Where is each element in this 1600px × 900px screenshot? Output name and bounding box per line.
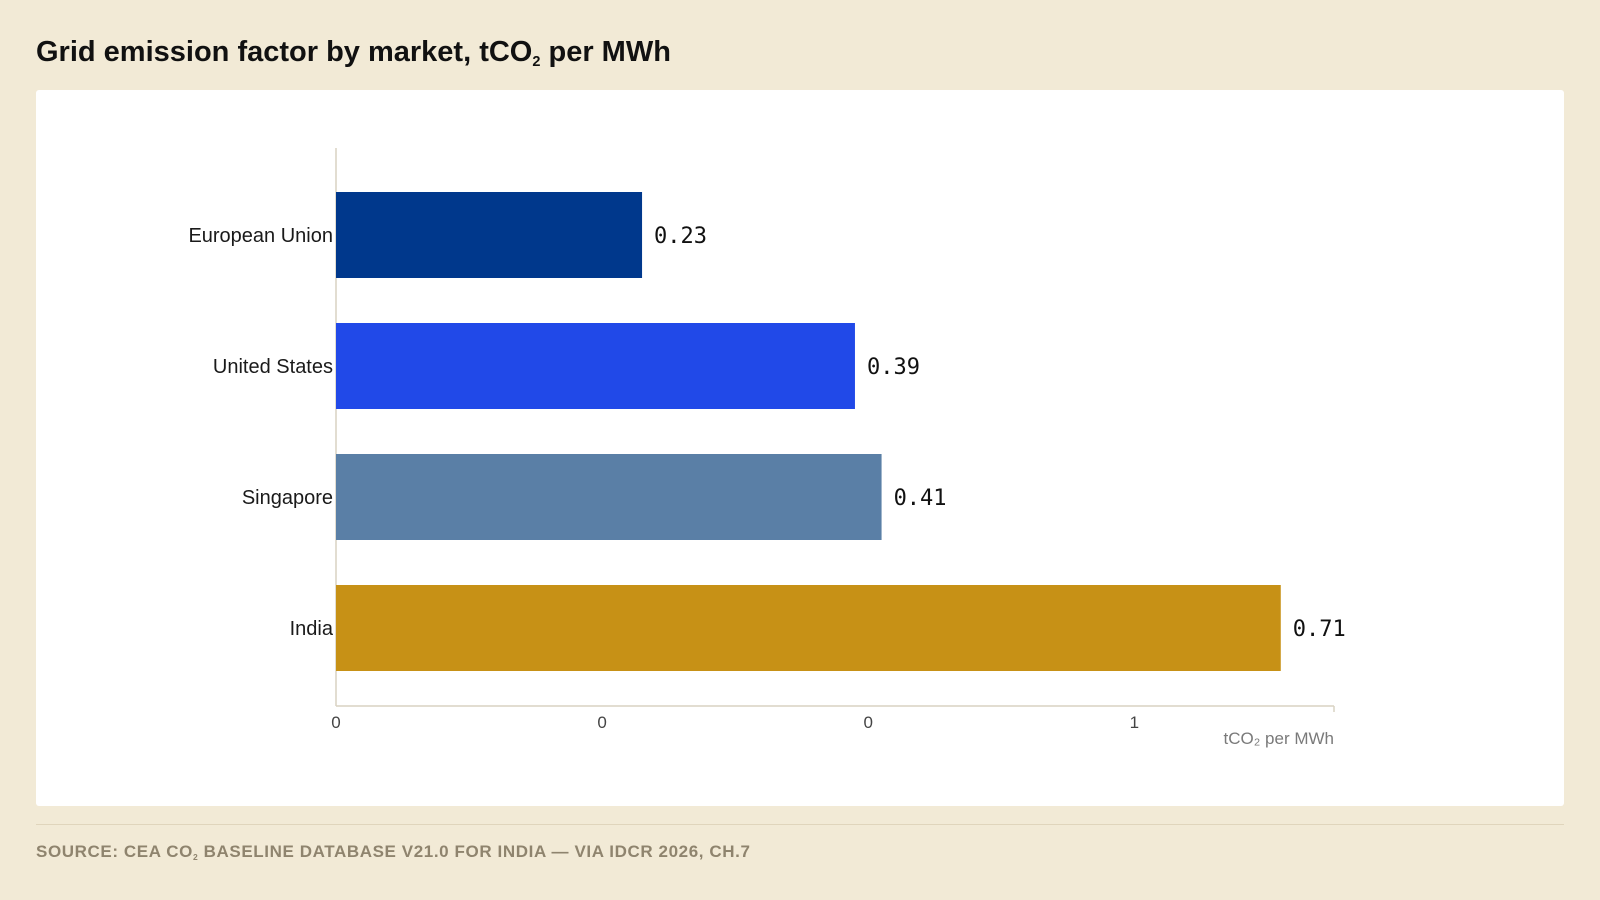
category-label-1: European Union: [188, 225, 333, 247]
x-axis-unit-label: tCO₂ per MWh: [1224, 729, 1335, 748]
value-label-3: 0.41: [894, 486, 947, 511]
bar-4: [336, 585, 1281, 671]
bar-3: [336, 454, 882, 540]
value-label-1: 0.23: [654, 224, 707, 249]
chart-card: European Union 0.23 United States 0.39 Singa…: [36, 90, 1564, 806]
source-note: SOURCE: CEA CO2 BASELINE DATABASE V21.0 …: [36, 842, 751, 862]
source-tail: BASELINE DATABASE V21.0 FOR INDIA — VIA …: [198, 842, 751, 861]
bar-chart: European Union 0.23 United States 0.39 Singa…: [188, 148, 1346, 748]
bar-2: [336, 323, 855, 409]
source-subscript: 2: [193, 851, 199, 862]
source-main: SOURCE: CEA CO: [36, 842, 194, 861]
category-label-3: Singapore: [242, 487, 333, 509]
chart-title: Grid emission factor by market, tCO2 per…: [36, 36, 671, 70]
footer-divider: [36, 824, 1564, 825]
value-label-2: 0.39: [867, 355, 920, 380]
chart-title-tail: per MWh: [540, 36, 671, 68]
category-label-2: United States: [213, 356, 333, 378]
x-tick-label-2: 0: [597, 713, 606, 732]
bar-1: [336, 192, 643, 278]
x-tick-label-1: 0: [331, 713, 340, 732]
x-tick-label-3: 0: [864, 713, 873, 732]
value-label-4: 0.71: [1293, 617, 1346, 642]
chart-title-subscript: 2: [532, 54, 541, 71]
category-label-4: India: [290, 618, 334, 640]
x-tick-label-4: 1: [1130, 713, 1139, 732]
chart-title-main: Grid emission factor by market, tCO: [36, 36, 533, 68]
